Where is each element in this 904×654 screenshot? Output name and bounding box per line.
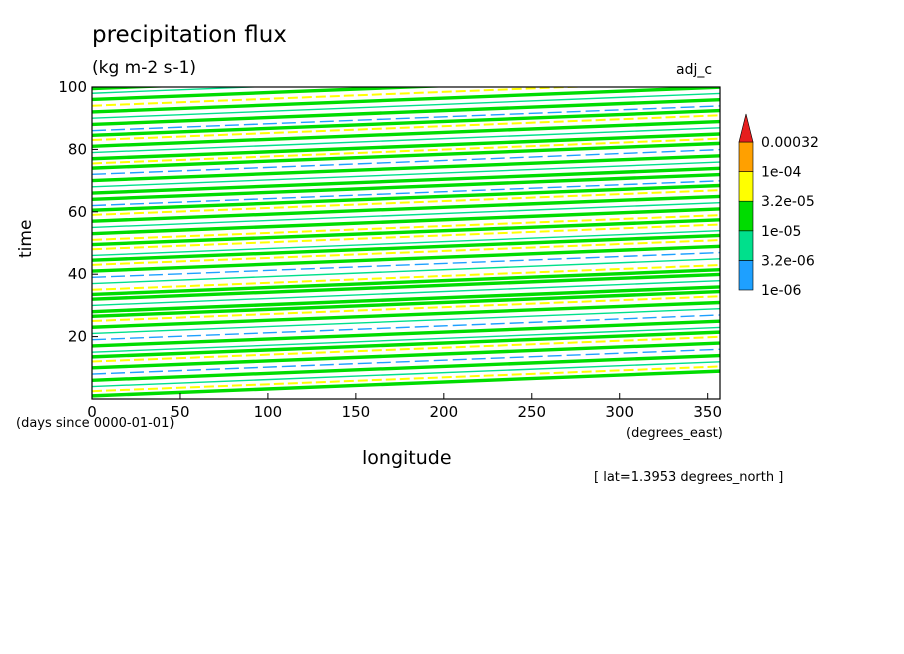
y-tick-label: 100 (58, 78, 87, 96)
precip-band (92, 348, 720, 375)
precip-band (92, 92, 720, 119)
precip-band (92, 308, 720, 335)
precip-band (92, 161, 720, 188)
precip-band (92, 353, 720, 382)
x-tick-label: 250 (517, 403, 546, 421)
precip-band (92, 194, 720, 223)
x-axis-label: longitude (362, 447, 452, 469)
precip-band (92, 87, 269, 94)
precip-band (92, 326, 720, 353)
precip-band (92, 132, 720, 161)
precip-band (92, 218, 720, 247)
x-tick-label: 0 (87, 403, 97, 421)
precip-band (92, 251, 720, 279)
precip-band (92, 264, 720, 291)
x-tick-label: 150 (342, 403, 371, 421)
colorbar-label: 3.2e-05 (761, 194, 815, 210)
precip-band (92, 365, 720, 393)
y-tick-label: 20 (68, 328, 87, 346)
x-tick-label: 50 (170, 403, 189, 421)
colorbar-label: 0.00032 (761, 135, 819, 151)
y-tick-label: 60 (68, 203, 87, 221)
colorbar-swatch (738, 260, 754, 291)
precip-band (92, 180, 720, 207)
colorbar-swatch (738, 200, 754, 232)
colorbar-label: 3.2e-06 (761, 253, 815, 269)
precip-band (92, 87, 175, 91)
precip-band (92, 361, 720, 388)
plot-frame (91, 86, 721, 400)
precip-band (92, 314, 720, 341)
precip-band (92, 127, 720, 154)
precip-band (92, 258, 720, 285)
colorbar-label: 1e-05 (761, 224, 801, 240)
colorbar-swatch (738, 230, 754, 261)
y-axis-units: (days since 0000-01-01) (16, 416, 175, 431)
precip-band (92, 172, 720, 202)
precip-band (92, 272, 720, 301)
y-tick-label: 40 (68, 265, 87, 283)
colorbar-extend-arrow (738, 113, 754, 143)
precip-band (92, 330, 720, 359)
colorbar-swatch (738, 141, 754, 172)
precip-band (92, 289, 720, 319)
x-axis-units: (degrees_east) (626, 426, 723, 441)
precip-band (92, 244, 720, 273)
precip-band (92, 166, 720, 195)
precip-band (92, 214, 720, 241)
precip-band (92, 223, 720, 251)
precip-band (92, 154, 720, 183)
y-tick-label: 80 (68, 140, 87, 158)
latitude-note: [ lat=1.3953 degrees_north ] (594, 470, 784, 485)
precip-band (92, 285, 720, 314)
x-tick-label: 200 (430, 403, 459, 421)
precip-band (92, 319, 720, 348)
precip-band (92, 341, 720, 370)
precip-band (92, 279, 720, 307)
precip-band (92, 300, 720, 329)
precip-band (92, 233, 720, 262)
colorbar-label: 1e-04 (761, 165, 801, 181)
precip-band (92, 148, 720, 176)
precip-band (92, 201, 720, 229)
precip-band (92, 114, 720, 142)
precip-band (92, 369, 720, 398)
precip-band (92, 108, 720, 138)
precip-band (92, 105, 720, 132)
precip-band (92, 97, 720, 127)
x-tick-label: 350 (693, 403, 722, 421)
precip-band (92, 239, 720, 266)
precip-band (92, 335, 720, 363)
precip-band (92, 207, 720, 236)
chart-title: precipitation flux (92, 22, 287, 48)
precip-band (92, 189, 720, 216)
precip-band (92, 137, 720, 165)
precip-band (92, 87, 720, 114)
precip-band (92, 141, 720, 170)
experiment-tag: adj_c (676, 62, 713, 78)
precip-band (92, 295, 720, 322)
chart-units: (kg m-2 s-1) (92, 58, 197, 78)
precip-band (92, 87, 593, 107)
colorbar-swatch (738, 171, 754, 202)
x-tick-label: 300 (605, 403, 634, 421)
precip-band (92, 268, 720, 297)
x-tick-label: 100 (254, 403, 283, 421)
colorbar-label: 1e-06 (761, 283, 801, 299)
precip-band (92, 183, 720, 212)
precip-band (92, 119, 720, 148)
precip-band (92, 230, 720, 257)
